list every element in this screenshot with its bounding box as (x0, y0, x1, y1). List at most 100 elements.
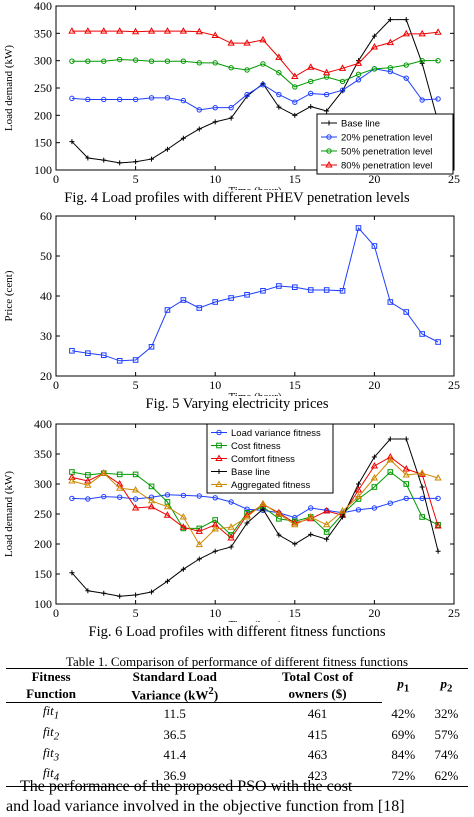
data-point (370, 42, 379, 50)
data-point (228, 104, 234, 111)
data-point (419, 57, 425, 64)
data-point (434, 473, 442, 481)
data-point (339, 87, 346, 93)
x-tick-label: 10 (209, 172, 221, 186)
figure-4-caption: Fig. 4 Load profiles with different PHEV… (64, 190, 410, 206)
series-line (71, 68, 439, 111)
data-point (211, 524, 219, 532)
data-point (85, 588, 91, 594)
data-point (196, 556, 202, 562)
data-point (276, 104, 282, 110)
data-point (85, 155, 91, 161)
series-50-penetration-level (69, 56, 441, 90)
data-point (85, 496, 91, 502)
figure-4: 0 5 10 15 20 25 100 150 200 250 300 350 400 Time (hou… (0, 0, 474, 190)
y-tick-label: 100 (34, 597, 52, 611)
data-point (100, 469, 108, 476)
data-point (179, 27, 188, 34)
header-p1: p1 (381, 667, 425, 703)
data-point (403, 481, 410, 487)
data-point (244, 67, 250, 73)
data-point (211, 31, 219, 39)
data-point (227, 533, 235, 541)
data-point (292, 541, 298, 547)
x-tick-label: 10 (209, 378, 221, 392)
data-point (323, 287, 330, 293)
x-tick-label: 15 (289, 172, 301, 186)
legend-marker (326, 120, 332, 126)
data-point (403, 17, 409, 23)
data-point (180, 58, 187, 64)
x-tick-label: 0 (53, 172, 59, 186)
data-point (355, 481, 361, 487)
legend: Base line 20% penetration level 50% penetr… (316, 113, 454, 175)
data-point (116, 27, 124, 34)
data-point (308, 90, 314, 97)
data-point (259, 35, 267, 43)
paragraph-line-2: and load variance involved in the object… (6, 798, 405, 815)
data-point (322, 506, 331, 514)
data-point (147, 27, 156, 34)
legend-entry: Base line (341, 119, 380, 130)
data-point (180, 492, 187, 499)
data-point (324, 536, 330, 542)
legend-marker (216, 442, 222, 449)
data-point (322, 520, 331, 528)
legend-marker (215, 454, 223, 461)
data-point (387, 299, 394, 305)
data-point (164, 492, 171, 498)
data-point (403, 309, 410, 315)
data-point (69, 95, 75, 102)
figure-5-caption: Fig. 5 Varying electricity prices (145, 396, 329, 412)
data-point (116, 484, 124, 491)
x-tick-label: 15 (289, 378, 301, 392)
data-point (195, 27, 203, 35)
data-point (386, 455, 394, 463)
data-point (131, 485, 140, 493)
y-axis-label: Price (cent) (3, 270, 15, 321)
data-point (117, 160, 123, 166)
data-point (244, 91, 250, 98)
x-tick-label: 5 (133, 378, 139, 392)
figure-5: 0 5 10 15 20 25 20 30 40 50 60 Time (hour) Price (ce… (0, 208, 474, 396)
data-point (69, 495, 75, 502)
data-point (387, 65, 394, 71)
series-aggregated-fitness (68, 455, 442, 548)
data-point (435, 548, 441, 554)
data-point (387, 469, 394, 475)
y-tick-label: 150 (34, 567, 52, 581)
data-point (196, 493, 202, 499)
data-point (435, 57, 441, 64)
y-tick-label: 150 (34, 136, 52, 150)
data-point (354, 59, 363, 66)
data-point (307, 514, 315, 522)
data-point (212, 299, 218, 305)
y-tick-label: 250 (34, 81, 52, 95)
data-point (434, 28, 442, 35)
plot-frame (55, 215, 455, 377)
data-point (195, 540, 203, 548)
x-tick-label: 0 (53, 606, 59, 620)
y-tick-label: 30 (40, 329, 52, 343)
data-point (355, 225, 362, 231)
data-point (132, 471, 139, 478)
data-point (354, 485, 363, 493)
header-fitness-function: Fitness (6, 668, 97, 684)
data-point (228, 295, 234, 301)
y-tick-label: 200 (34, 537, 52, 551)
data-point (227, 523, 235, 530)
series-line (71, 30, 439, 78)
data-point (117, 593, 123, 599)
table-title: Table 1. Comparison of performance of di… (65, 654, 409, 669)
data-point (403, 436, 409, 442)
legend-marker (326, 134, 332, 140)
data-point (100, 27, 108, 34)
data-point (371, 454, 377, 460)
data-point (322, 68, 331, 76)
data-point (116, 56, 123, 63)
data-point (68, 473, 76, 480)
data-point (387, 436, 393, 442)
data-point (131, 503, 140, 511)
data-point (116, 471, 123, 478)
data-point (292, 84, 298, 90)
